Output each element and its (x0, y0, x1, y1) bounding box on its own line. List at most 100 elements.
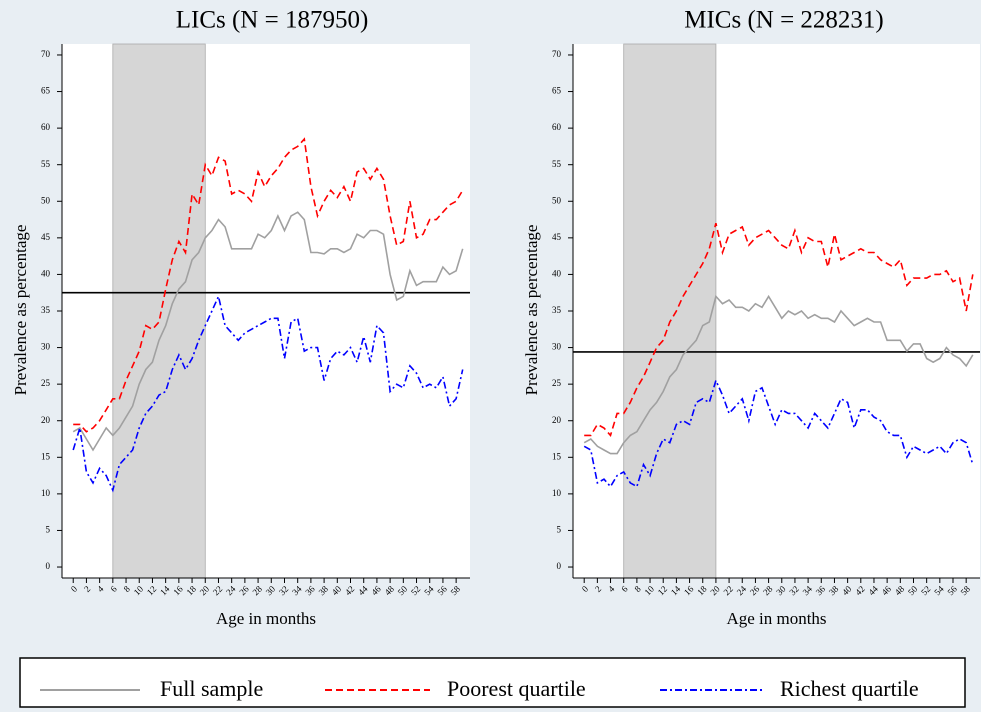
x-tick-label: 44 (356, 583, 370, 597)
x-tick-label: 24 (735, 583, 749, 597)
y-tick-label: 35 (552, 305, 562, 315)
x-tick-label: 36 (303, 583, 317, 597)
y-tick-label: 25 (41, 378, 51, 388)
y-tick-label: 10 (552, 488, 562, 498)
x-tick-label: 10 (642, 583, 656, 597)
series-line (73, 137, 464, 433)
x-tick-label: 38 (827, 583, 841, 597)
x-tick-label: 30 (264, 583, 278, 597)
x-tick-label: 42 (853, 584, 866, 597)
series-line (584, 223, 974, 438)
y-tick-label: 15 (552, 451, 562, 461)
legend-label: Poorest quartile (447, 676, 586, 701)
y-tick-label: 50 (552, 195, 562, 205)
series-line (72, 211, 464, 452)
x-tick-label: 22 (211, 584, 224, 597)
x-tick-label: 6 (619, 583, 630, 594)
y-tick-label: 60 (41, 122, 51, 132)
y-tick-label: 0 (557, 561, 562, 571)
x-tick-label: 12 (656, 584, 669, 597)
y-tick-label: 55 (552, 159, 562, 169)
x-tick-label: 20 (198, 583, 212, 597)
x-tick-label: 34 (801, 583, 815, 597)
y-tick-label: 20 (41, 415, 51, 425)
panel-title: LICs (N = 187950) (176, 7, 369, 34)
x-tick-label: 38 (317, 583, 331, 597)
y-tick-label: 0 (46, 561, 51, 571)
x-axis-label: Age in months (216, 609, 316, 628)
x-tick-label: 50 (396, 583, 410, 597)
y-tick-label: 50 (41, 195, 51, 205)
y-tick-label: 60 (552, 122, 562, 132)
y-tick-label: 5 (557, 525, 562, 535)
legend-box (19, 657, 966, 708)
x-tick-label: 54 (932, 583, 946, 597)
x-tick-label: 16 (171, 583, 185, 597)
y-tick-label: 65 (552, 86, 562, 96)
x-tick-label: 10 (132, 583, 146, 597)
y-tick-label: 30 (552, 342, 562, 352)
x-tick-label: 52 (919, 584, 932, 597)
y-axis-label: Prevalence as percentage (11, 225, 30, 396)
series-line (583, 294, 974, 455)
x-tick-label: 2 (82, 584, 92, 594)
y-tick-label: 55 (41, 159, 51, 169)
x-tick-label: 56 (435, 583, 449, 597)
y-tick-label: 70 (41, 49, 51, 59)
x-tick-label: 20 (708, 583, 722, 597)
x-tick-label: 14 (669, 583, 683, 597)
x-tick-label: 28 (761, 583, 775, 597)
y-tick-label: 45 (552, 232, 562, 242)
y-tick-label: 40 (552, 268, 562, 278)
x-tick-label: 28 (251, 583, 265, 597)
x-tick-label: 58 (449, 583, 463, 597)
x-tick-label: 42 (343, 584, 356, 597)
x-tick-label: 32 (787, 584, 800, 597)
y-tick-label: 5 (46, 525, 51, 535)
y-tick-label: 45 (41, 232, 51, 242)
x-tick-label: 48 (383, 583, 397, 597)
x-tick-label: 26 (748, 583, 762, 597)
x-tick-label: 26 (237, 583, 251, 597)
y-tick-label: 35 (41, 305, 51, 315)
shaded-period (623, 43, 717, 579)
x-tick-label: 58 (959, 583, 973, 597)
x-tick-label: 54 (422, 583, 436, 597)
x-tick-label: 0 (69, 583, 80, 594)
x-tick-label: 0 (580, 583, 591, 594)
y-tick-label: 40 (41, 268, 51, 278)
x-tick-label: 14 (158, 583, 172, 597)
x-tick-label: 36 (814, 583, 828, 597)
legend-label: Full sample (160, 676, 263, 701)
y-tick-label: 25 (552, 378, 562, 388)
x-tick-label: 4 (606, 583, 617, 594)
x-tick-label: 44 (866, 583, 880, 597)
x-tick-label: 4 (95, 583, 106, 594)
x-tick-label: 48 (893, 583, 907, 597)
x-axis-label: Age in months (726, 609, 826, 628)
panel-title: MICs (N = 228231) (684, 7, 884, 34)
x-tick-label: 8 (633, 583, 644, 594)
x-tick-label: 18 (184, 583, 198, 597)
series-line (583, 378, 974, 488)
legend-label: Richest quartile (780, 676, 919, 701)
x-tick-label: 46 (369, 583, 383, 597)
x-tick-label: 24 (224, 583, 238, 597)
x-tick-label: 6 (108, 583, 119, 594)
y-tick-label: 30 (41, 342, 51, 352)
x-tick-label: 32 (277, 584, 290, 597)
x-tick-label: 8 (122, 583, 133, 594)
x-tick-label: 56 (945, 583, 959, 597)
x-tick-label: 40 (330, 583, 344, 597)
y-axis-label: Prevalence as percentage (522, 225, 541, 396)
y-tick-label: 65 (41, 86, 51, 96)
x-tick-label: 50 (906, 583, 920, 597)
x-tick-label: 2 (593, 584, 603, 594)
y-tick-label: 70 (552, 49, 562, 59)
x-tick-label: 40 (840, 583, 854, 597)
y-tick-label: 15 (41, 451, 51, 461)
x-tick-label: 46 (880, 583, 894, 597)
x-tick-label: 22 (722, 584, 735, 597)
shaded-period (112, 43, 206, 579)
